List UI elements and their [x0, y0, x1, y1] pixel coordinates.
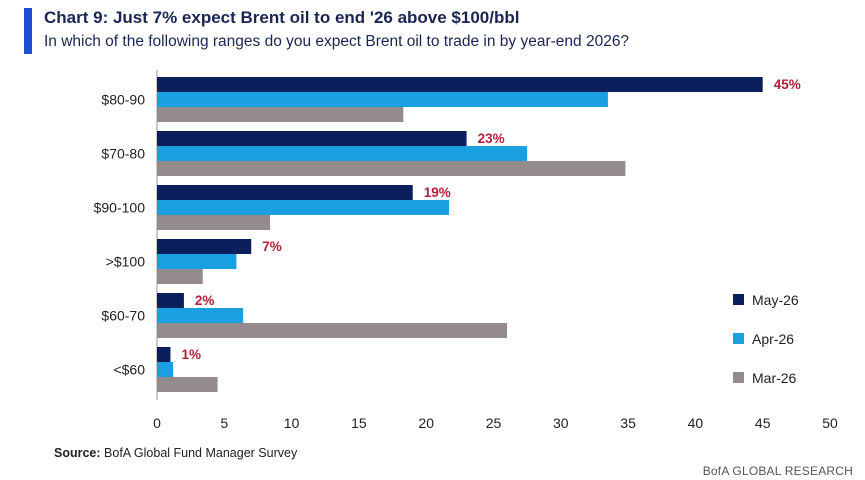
- data-label: 7%: [262, 239, 282, 254]
- bar-may-26-1: [157, 131, 467, 146]
- data-label: 1%: [181, 347, 201, 362]
- x-tick-label: 25: [486, 415, 502, 431]
- bar-mar-26-4: [157, 323, 507, 338]
- x-tick-label: 30: [553, 415, 569, 431]
- bar-may-26-5: [157, 347, 171, 362]
- source-text: BofA Global Fund Manager Survey: [104, 446, 298, 460]
- bar-apr-26-0: [157, 92, 608, 107]
- x-tick-label: 20: [418, 415, 434, 431]
- x-tick-label: 0: [153, 415, 161, 431]
- bar-mar-26-5: [157, 377, 218, 392]
- y-tick-label: $70-80: [101, 146, 145, 162]
- brand-footer: BofA GLOBAL RESEARCH: [702, 464, 853, 478]
- y-tick-label: $80-90: [101, 92, 145, 108]
- bar-mar-26-2: [157, 215, 271, 230]
- source-note: Source: BofA Global Fund Manager Survey: [54, 446, 297, 460]
- y-tick-label: $90-100: [94, 200, 146, 216]
- title-accent-bar: [24, 8, 32, 54]
- bar-may-26-3: [157, 239, 252, 254]
- bar-mar-26-0: [157, 107, 404, 122]
- x-tick-label: 35: [620, 415, 636, 431]
- bar-apr-26-3: [157, 254, 237, 269]
- bar-may-26-2: [157, 185, 413, 200]
- x-tick-label: 10: [284, 415, 300, 431]
- data-label: 45%: [774, 77, 801, 92]
- y-tick-label: >$100: [106, 254, 146, 270]
- x-tick-label: 5: [220, 415, 228, 431]
- legend-label: Mar-26: [752, 370, 797, 386]
- bar-mar-26-3: [157, 269, 203, 284]
- bar-apr-26-1: [157, 146, 528, 161]
- bar-apr-26-5: [157, 362, 174, 377]
- source-label: Source:: [54, 446, 101, 460]
- legend-label: May-26: [752, 292, 799, 308]
- chart-title: Chart 9: Just 7% expect Brent oil to end…: [44, 8, 520, 27]
- y-tick-label: $60-70: [101, 308, 145, 324]
- x-tick-label: 50: [822, 415, 838, 431]
- bar-apr-26-2: [157, 200, 450, 215]
- y-tick-label: <$60: [113, 362, 145, 378]
- legend-swatch-mar-26: [733, 372, 744, 383]
- x-tick-label: 15: [351, 415, 367, 431]
- data-label: 2%: [195, 293, 215, 308]
- data-label: 19%: [424, 185, 451, 200]
- x-tick-label: 40: [688, 415, 704, 431]
- x-tick-label: 45: [755, 415, 771, 431]
- bar-may-26-4: [157, 293, 184, 308]
- bar-may-26-0: [157, 77, 763, 92]
- chart-subtitle: In which of the following ranges do you …: [44, 33, 630, 50]
- bar-mar-26-1: [157, 161, 626, 176]
- legend-swatch-may-26: [733, 294, 744, 305]
- legend-label: Apr-26: [752, 331, 794, 347]
- legend-swatch-apr-26: [733, 333, 744, 344]
- bar-apr-26-4: [157, 308, 244, 323]
- data-label: 23%: [478, 131, 505, 146]
